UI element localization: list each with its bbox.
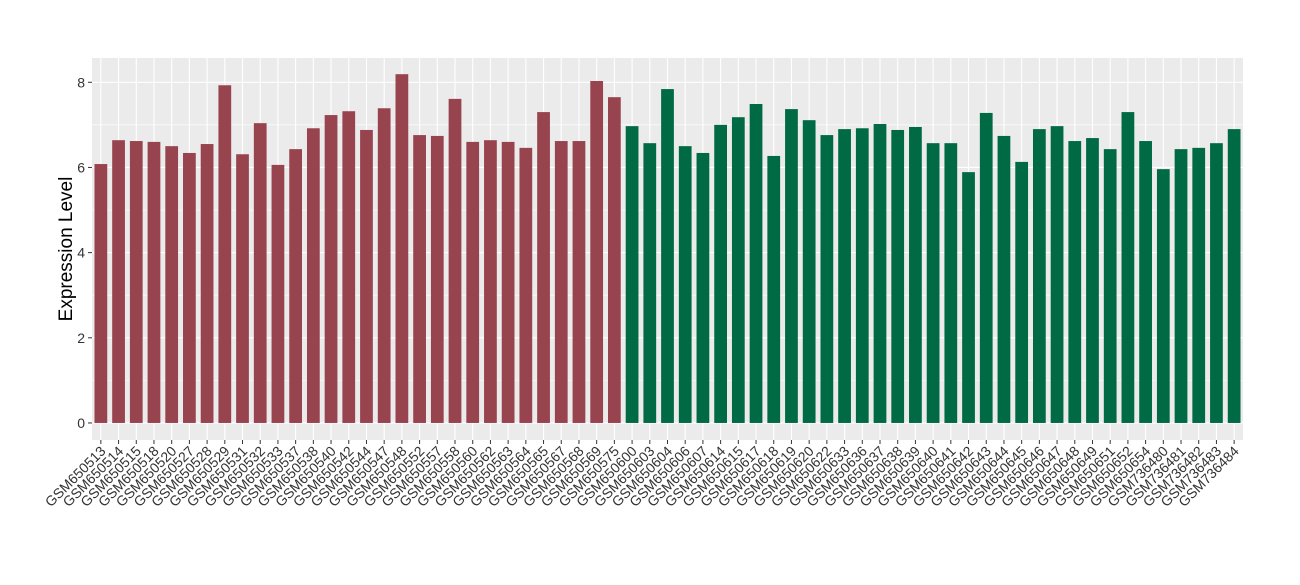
bar xyxy=(997,135,1011,423)
bar xyxy=(944,143,958,423)
bar xyxy=(767,155,781,423)
bar xyxy=(979,112,993,423)
y-tick-label: 4 xyxy=(77,245,85,261)
bar xyxy=(749,103,763,423)
bar xyxy=(200,144,214,423)
bar xyxy=(360,129,373,423)
bar xyxy=(324,115,338,423)
bar xyxy=(289,149,303,423)
bar xyxy=(891,129,905,423)
bar xyxy=(572,141,586,423)
bar xyxy=(112,140,125,423)
bar xyxy=(1139,141,1152,423)
bar xyxy=(661,89,674,423)
bar xyxy=(820,135,834,423)
bar xyxy=(554,141,568,423)
bar xyxy=(306,128,320,423)
bar xyxy=(643,143,657,423)
bar xyxy=(1015,161,1029,423)
bar xyxy=(1086,138,1099,423)
bar xyxy=(253,123,267,423)
bar xyxy=(855,128,869,423)
bar xyxy=(395,74,409,423)
bar xyxy=(731,117,745,423)
bar xyxy=(342,111,356,423)
y-axis-label: Expression Level xyxy=(56,177,77,322)
bar xyxy=(802,120,816,423)
bar xyxy=(430,135,444,423)
bar xyxy=(466,141,480,423)
bar xyxy=(165,146,179,423)
y-tick-label: 6 xyxy=(77,159,85,175)
bar xyxy=(1050,126,1064,423)
bar xyxy=(696,152,710,423)
bar xyxy=(926,143,940,423)
bar xyxy=(448,98,462,423)
bar xyxy=(962,172,975,423)
bar xyxy=(413,135,426,423)
bar xyxy=(94,164,108,423)
bar xyxy=(519,147,533,423)
bar xyxy=(1156,169,1170,423)
bar xyxy=(218,85,232,423)
bar xyxy=(377,108,391,423)
bar xyxy=(1227,129,1241,423)
bar xyxy=(873,124,887,423)
bar xyxy=(484,140,497,423)
y-tick-label: 2 xyxy=(77,330,85,346)
bar xyxy=(1103,149,1117,423)
bar xyxy=(183,152,196,423)
bar xyxy=(909,126,922,423)
y-tick-label: 0 xyxy=(77,415,85,431)
bar xyxy=(537,112,550,423)
bar xyxy=(1068,141,1082,423)
bar xyxy=(236,154,249,423)
bar xyxy=(1174,149,1188,423)
y-tick-label: 8 xyxy=(77,74,85,90)
bar xyxy=(1192,147,1206,423)
bar xyxy=(625,126,639,423)
bar xyxy=(590,80,604,423)
bar xyxy=(271,164,285,423)
bar xyxy=(1121,112,1135,423)
bar xyxy=(838,129,851,423)
bar xyxy=(1210,143,1223,423)
bar xyxy=(714,124,727,423)
bar xyxy=(129,141,143,423)
bar xyxy=(608,97,621,423)
bar xyxy=(678,146,692,423)
bar xyxy=(147,141,161,423)
bar xyxy=(785,109,798,423)
bar xyxy=(1032,129,1046,423)
bar xyxy=(501,141,515,423)
